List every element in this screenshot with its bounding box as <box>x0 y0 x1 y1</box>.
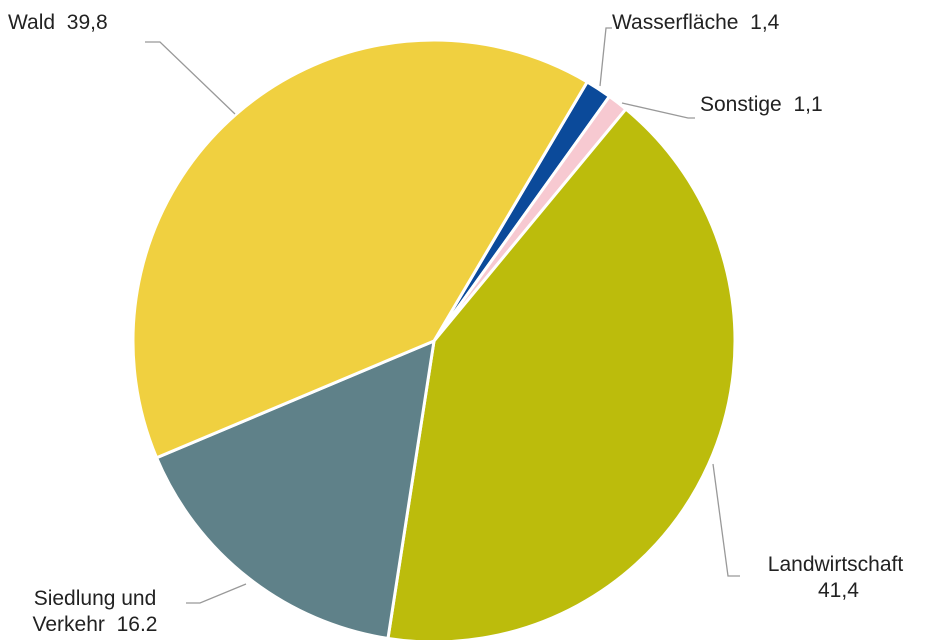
category-name: Wald <box>8 11 56 34</box>
category-name: Landwirtschaft <box>767 553 904 576</box>
slice-label: Sonstige 1,1 <box>700 92 823 118</box>
value-label: 1,4 <box>750 11 780 34</box>
leader-line <box>599 27 612 87</box>
value-label: 16.2 <box>116 613 158 636</box>
category-name: Sonstige <box>700 93 782 116</box>
leader-line <box>621 102 695 119</box>
category-name: Siedlung und Verkehr <box>32 587 157 636</box>
value-label: 41,4 <box>818 579 859 602</box>
category-name: Wasserfläche <box>612 11 739 34</box>
value-label: 1,1 <box>793 93 823 116</box>
pie-slice <box>131 38 590 460</box>
slice-label: Landwirtschaft 41,4 <box>748 552 923 604</box>
leader-line <box>712 463 740 577</box>
slice-label: Wald 39,8 <box>8 10 108 36</box>
value-label: 39,8 <box>66 11 108 34</box>
pie-slice <box>154 338 436 640</box>
slice-label: Wasserfläche 1,4 <box>612 10 779 36</box>
pie-slice <box>386 106 737 640</box>
slice-label: Siedlung und Verkehr 16.2 <box>5 586 185 638</box>
leader-line <box>186 583 247 604</box>
leader-line <box>145 41 236 115</box>
